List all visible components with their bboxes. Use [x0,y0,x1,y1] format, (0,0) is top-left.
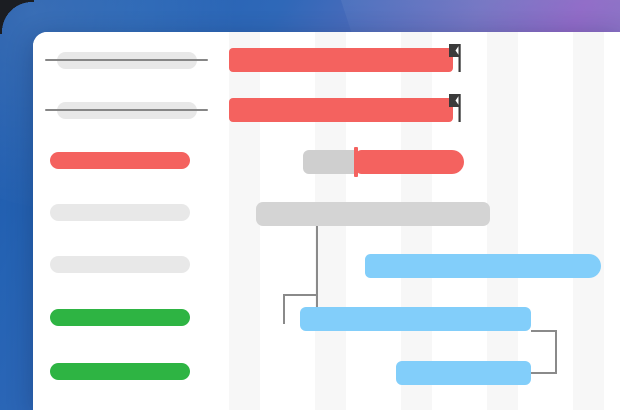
gantt-bar-row-6[interactable] [396,361,531,385]
milestone-flag-icon-row-0[interactable] [449,44,463,74]
gantt-progress-marker-row-2[interactable] [354,147,358,177]
task-name-pill-5[interactable] [50,309,190,326]
gantt-bar-row-5[interactable] [300,307,531,331]
corner-mask-top-left [0,0,34,34]
task-name-pill-3[interactable] [50,204,190,221]
dependency-line-5-6-segment-v [555,330,557,374]
task-name-pill-2[interactable] [50,152,190,169]
dependency-line-5-6-segment-h1 [531,330,557,332]
dependency-line-3-5-segment-v1 [316,222,318,312]
gantt-bar-row-0[interactable] [229,48,453,72]
gantt-bar-row-4[interactable] [365,254,601,278]
dependency-line-3-5-segment-v2 [283,294,285,324]
gantt-bar-row-2-remaining-segment[interactable] [356,150,464,174]
task-name-pill-4[interactable] [50,256,190,273]
gantt-bar-row-2-completed-segment[interactable] [303,150,356,174]
task-name-strikethrough-1 [45,109,208,111]
gantt-bar-row-1[interactable] [229,98,453,122]
task-name-column [33,32,208,410]
task-name-strikethrough-0 [45,59,208,61]
task-name-pill-6[interactable] [50,363,190,380]
dependency-line-3-5-segment-h [283,294,318,296]
gantt-bar-row-3[interactable] [256,202,490,226]
milestone-flag-icon-row-1[interactable] [449,94,463,124]
gantt-card [33,32,620,410]
